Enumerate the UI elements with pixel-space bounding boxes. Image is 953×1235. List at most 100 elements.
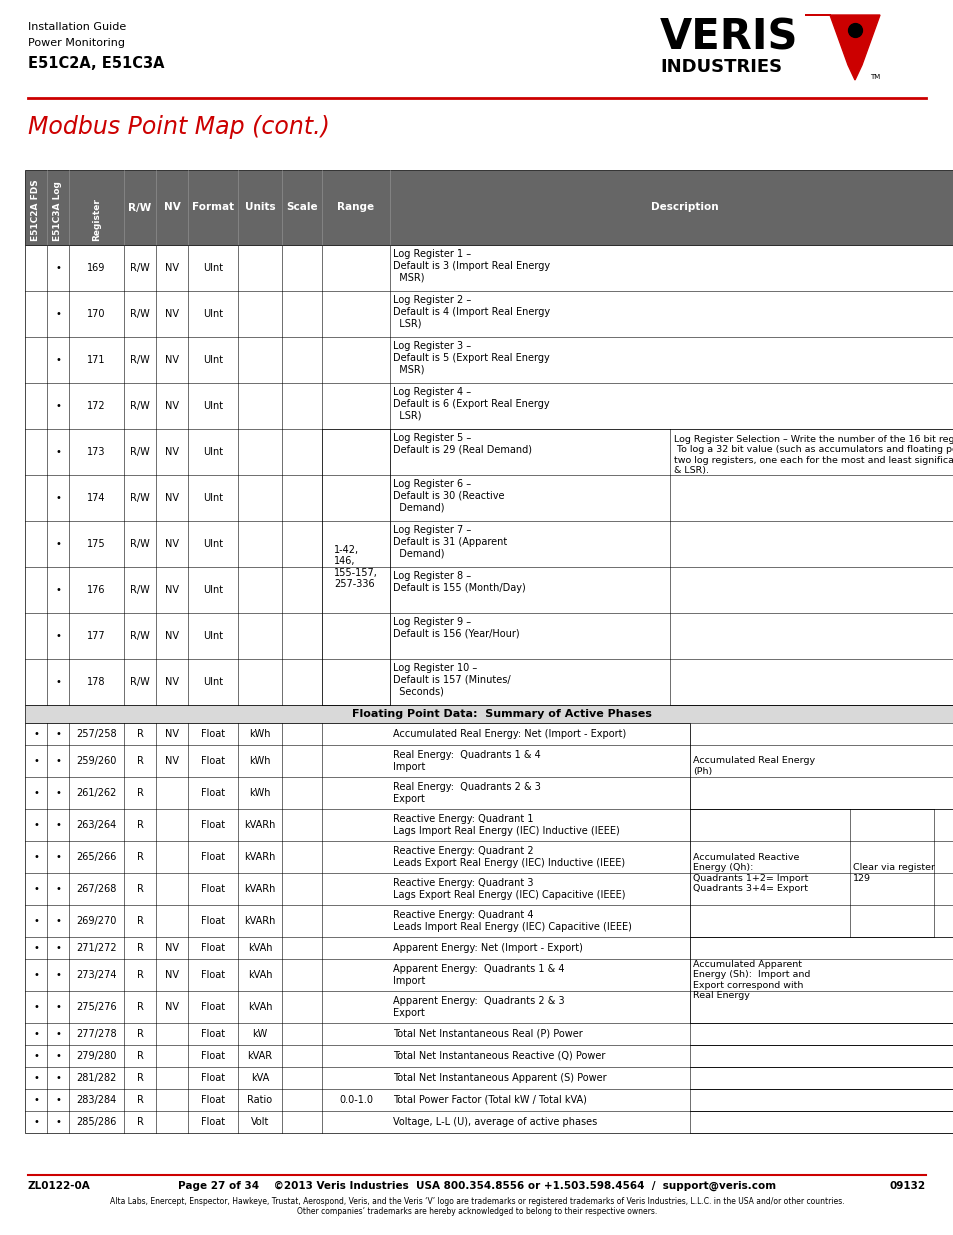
- Text: R: R: [136, 944, 143, 953]
- Text: R: R: [136, 729, 143, 739]
- Text: •: •: [33, 944, 39, 953]
- Text: 171: 171: [87, 354, 106, 366]
- Text: Power Monitoring: Power Monitoring: [28, 38, 125, 48]
- Text: Log Register 8 –
Default is 155 (Month/Day): Log Register 8 – Default is 155 (Month/D…: [393, 571, 525, 593]
- Text: E51C2A, E51C3A: E51C2A, E51C3A: [28, 56, 164, 70]
- Text: Alta Labs, Enercept, Enspector, Hawkeye, Trustat, Aerospond, Veris, and the Veri: Alta Labs, Enercept, Enspector, Hawkeye,…: [110, 1197, 843, 1216]
- Text: R/W: R/W: [129, 203, 152, 212]
- Text: NV: NV: [165, 585, 179, 595]
- Text: 273/274: 273/274: [76, 969, 116, 981]
- Text: NV: NV: [165, 538, 179, 550]
- Text: R: R: [136, 1051, 143, 1061]
- Text: Reactive Energy: Quadrant 1
Lags Import Real Energy (IEC) Inductive (IEEE): Reactive Energy: Quadrant 1 Lags Import …: [393, 814, 619, 836]
- Bar: [689, 1023, 953, 1045]
- Bar: [689, 1112, 953, 1132]
- Text: Real Energy:  Quadrants 1 & 4
Import: Real Energy: Quadrants 1 & 4 Import: [393, 750, 540, 772]
- Text: NV: NV: [164, 203, 180, 212]
- Text: •: •: [55, 1095, 61, 1105]
- Bar: [689, 1067, 953, 1089]
- Text: Float: Float: [201, 884, 225, 894]
- Text: •: •: [55, 729, 61, 739]
- Text: Float: Float: [201, 756, 225, 766]
- Text: Float: Float: [201, 1095, 225, 1105]
- Text: TM: TM: [869, 74, 880, 80]
- Text: •: •: [55, 788, 61, 798]
- Text: kWh: kWh: [249, 756, 271, 766]
- Text: R: R: [136, 756, 143, 766]
- Text: Log Register 7 –
Default is 31 (Apparent
  Demand): Log Register 7 – Default is 31 (Apparent…: [393, 525, 507, 558]
- Text: 177: 177: [87, 631, 106, 641]
- Text: Log Register 6 –
Default is 30 (Reactive
  Demand): Log Register 6 – Default is 30 (Reactive…: [393, 479, 504, 513]
- Text: Range: Range: [337, 203, 375, 212]
- Text: •: •: [55, 677, 61, 687]
- Text: 275/276: 275/276: [76, 1002, 116, 1011]
- Text: Apparent Energy:  Quadrants 1 & 4
Import: Apparent Energy: Quadrants 1 & 4 Import: [393, 965, 564, 986]
- Text: Float: Float: [201, 1029, 225, 1039]
- Text: Ratio: Ratio: [247, 1095, 273, 1105]
- Text: NV: NV: [165, 729, 179, 739]
- Text: Total Net Instantaneous Apparent (S) Power: Total Net Instantaneous Apparent (S) Pow…: [393, 1073, 606, 1083]
- Text: •: •: [55, 401, 61, 411]
- Text: 0.0-1.0: 0.0-1.0: [338, 1095, 373, 1105]
- Text: NV: NV: [165, 401, 179, 411]
- Text: •: •: [33, 820, 39, 830]
- Text: Float: Float: [201, 944, 225, 953]
- Text: •: •: [55, 969, 61, 981]
- Text: Float: Float: [201, 852, 225, 862]
- Text: Float: Float: [201, 1002, 225, 1011]
- Text: •: •: [55, 447, 61, 457]
- Text: E51C3A Log: E51C3A Log: [53, 182, 63, 241]
- Bar: [322, 429, 390, 705]
- Text: NV: NV: [165, 263, 179, 273]
- Text: •: •: [55, 354, 61, 366]
- Text: Log Register 3 –
Default is 5 (Export Real Energy
  MSR): Log Register 3 – Default is 5 (Export Re…: [393, 341, 549, 374]
- Text: Page 27 of 34    ©2013 Veris Industries  USA 800.354.8556 or +1.503.598.4564  / : Page 27 of 34 ©2013 Veris Industries USA…: [178, 1181, 775, 1192]
- Text: UInt: UInt: [203, 263, 223, 273]
- Text: NV: NV: [165, 631, 179, 641]
- Text: Log Register 10 –
Default is 157 (Minutes/
  Seconds): Log Register 10 – Default is 157 (Minute…: [393, 663, 510, 697]
- Text: NV: NV: [165, 447, 179, 457]
- Text: NV: NV: [165, 677, 179, 687]
- Text: Reactive Energy: Quadrant 2
Leads Export Real Energy (IEC) Inductive (IEEE): Reactive Energy: Quadrant 2 Leads Export…: [393, 846, 624, 868]
- Text: •: •: [33, 1029, 39, 1039]
- Text: Total Net Instantaneous Reactive (Q) Power: Total Net Instantaneous Reactive (Q) Pow…: [393, 1051, 605, 1061]
- Text: kVA: kVA: [251, 1073, 269, 1083]
- Text: •: •: [33, 969, 39, 981]
- Text: Float: Float: [201, 1051, 225, 1061]
- Text: UInt: UInt: [203, 538, 223, 550]
- Text: Register: Register: [91, 198, 101, 241]
- Text: R: R: [136, 1002, 143, 1011]
- Text: UInt: UInt: [203, 585, 223, 595]
- Text: UInt: UInt: [203, 309, 223, 319]
- Text: kWh: kWh: [249, 788, 271, 798]
- Text: •: •: [55, 852, 61, 862]
- Text: Log Register 4 –
Default is 6 (Export Real Energy
  LSR): Log Register 4 – Default is 6 (Export Re…: [393, 387, 549, 420]
- Text: R: R: [136, 788, 143, 798]
- Text: 259/260: 259/260: [76, 756, 116, 766]
- Text: •: •: [55, 756, 61, 766]
- Text: Total Net Instantaneous Real (P) Power: Total Net Instantaneous Real (P) Power: [393, 1029, 582, 1039]
- Text: Description: Description: [650, 203, 718, 212]
- Text: Reactive Energy: Quadrant 3
Lags Export Real Energy (IEC) Capacitive (IEEE): Reactive Energy: Quadrant 3 Lags Export …: [393, 878, 625, 900]
- Text: Clear via register
129: Clear via register 129: [852, 863, 934, 883]
- Text: 176: 176: [87, 585, 106, 595]
- Text: kVARh: kVARh: [244, 820, 275, 830]
- Text: •: •: [55, 820, 61, 830]
- Text: kVAh: kVAh: [248, 944, 272, 953]
- Text: •: •: [55, 1116, 61, 1128]
- Text: kVAR: kVAR: [247, 1051, 273, 1061]
- Text: 174: 174: [87, 493, 106, 503]
- Text: R/W: R/W: [130, 493, 150, 503]
- Text: Log Register 1 –
Default is 3 (Import Real Energy
  MSR): Log Register 1 – Default is 3 (Import Re…: [393, 249, 550, 283]
- Text: •: •: [55, 1073, 61, 1083]
- Text: R/W: R/W: [130, 354, 150, 366]
- Text: Total Power Factor (Total kW / Total kVA): Total Power Factor (Total kW / Total kVA…: [393, 1095, 586, 1105]
- Text: Installation Guide: Installation Guide: [28, 22, 126, 32]
- Text: Scale: Scale: [286, 203, 317, 212]
- Text: kVARh: kVARh: [244, 884, 275, 894]
- Bar: [689, 1045, 953, 1067]
- Bar: [689, 722, 953, 809]
- Text: R: R: [136, 852, 143, 862]
- Text: Modbus Point Map (cont.): Modbus Point Map (cont.): [28, 115, 330, 140]
- Text: kVAh: kVAh: [248, 1002, 272, 1011]
